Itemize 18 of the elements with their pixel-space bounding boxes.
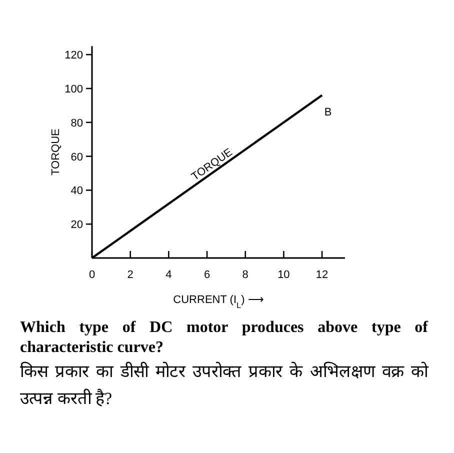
y-tick-label: 20 (70, 219, 83, 232)
y-tick-label: 120 (64, 50, 83, 62)
y-tick-label: 60 (70, 151, 83, 164)
x-tick-label: 6 (204, 269, 210, 281)
x-tick-label: 4 (166, 269, 172, 281)
y-axis-title: TORQUE (50, 128, 62, 176)
y-tick-label: 40 (70, 185, 83, 198)
x-tick-label: 10 (278, 269, 290, 281)
text: Which type of DC motor produces above type of characteristic curve? (20, 318, 428, 358)
text: किस प्रकार का डीसी मोटर उपरोक्त प्रकार के अभिलक्षण वक्र को उत्पन्न करती है? (20, 360, 428, 410)
y-tick-label: 100 (64, 84, 83, 96)
x-tick-label: 0 (88, 269, 96, 281)
annotation: B (324, 106, 332, 118)
x-tick-label: 2 (127, 269, 134, 281)
x-tick-label: 12 (316, 269, 328, 281)
x-axis-title: CURRENT (I$_{L}$) ⟶ (173, 294, 264, 310)
x-tick-label: 8 (242, 269, 248, 281)
y-tick-label: 80 (70, 117, 83, 130)
